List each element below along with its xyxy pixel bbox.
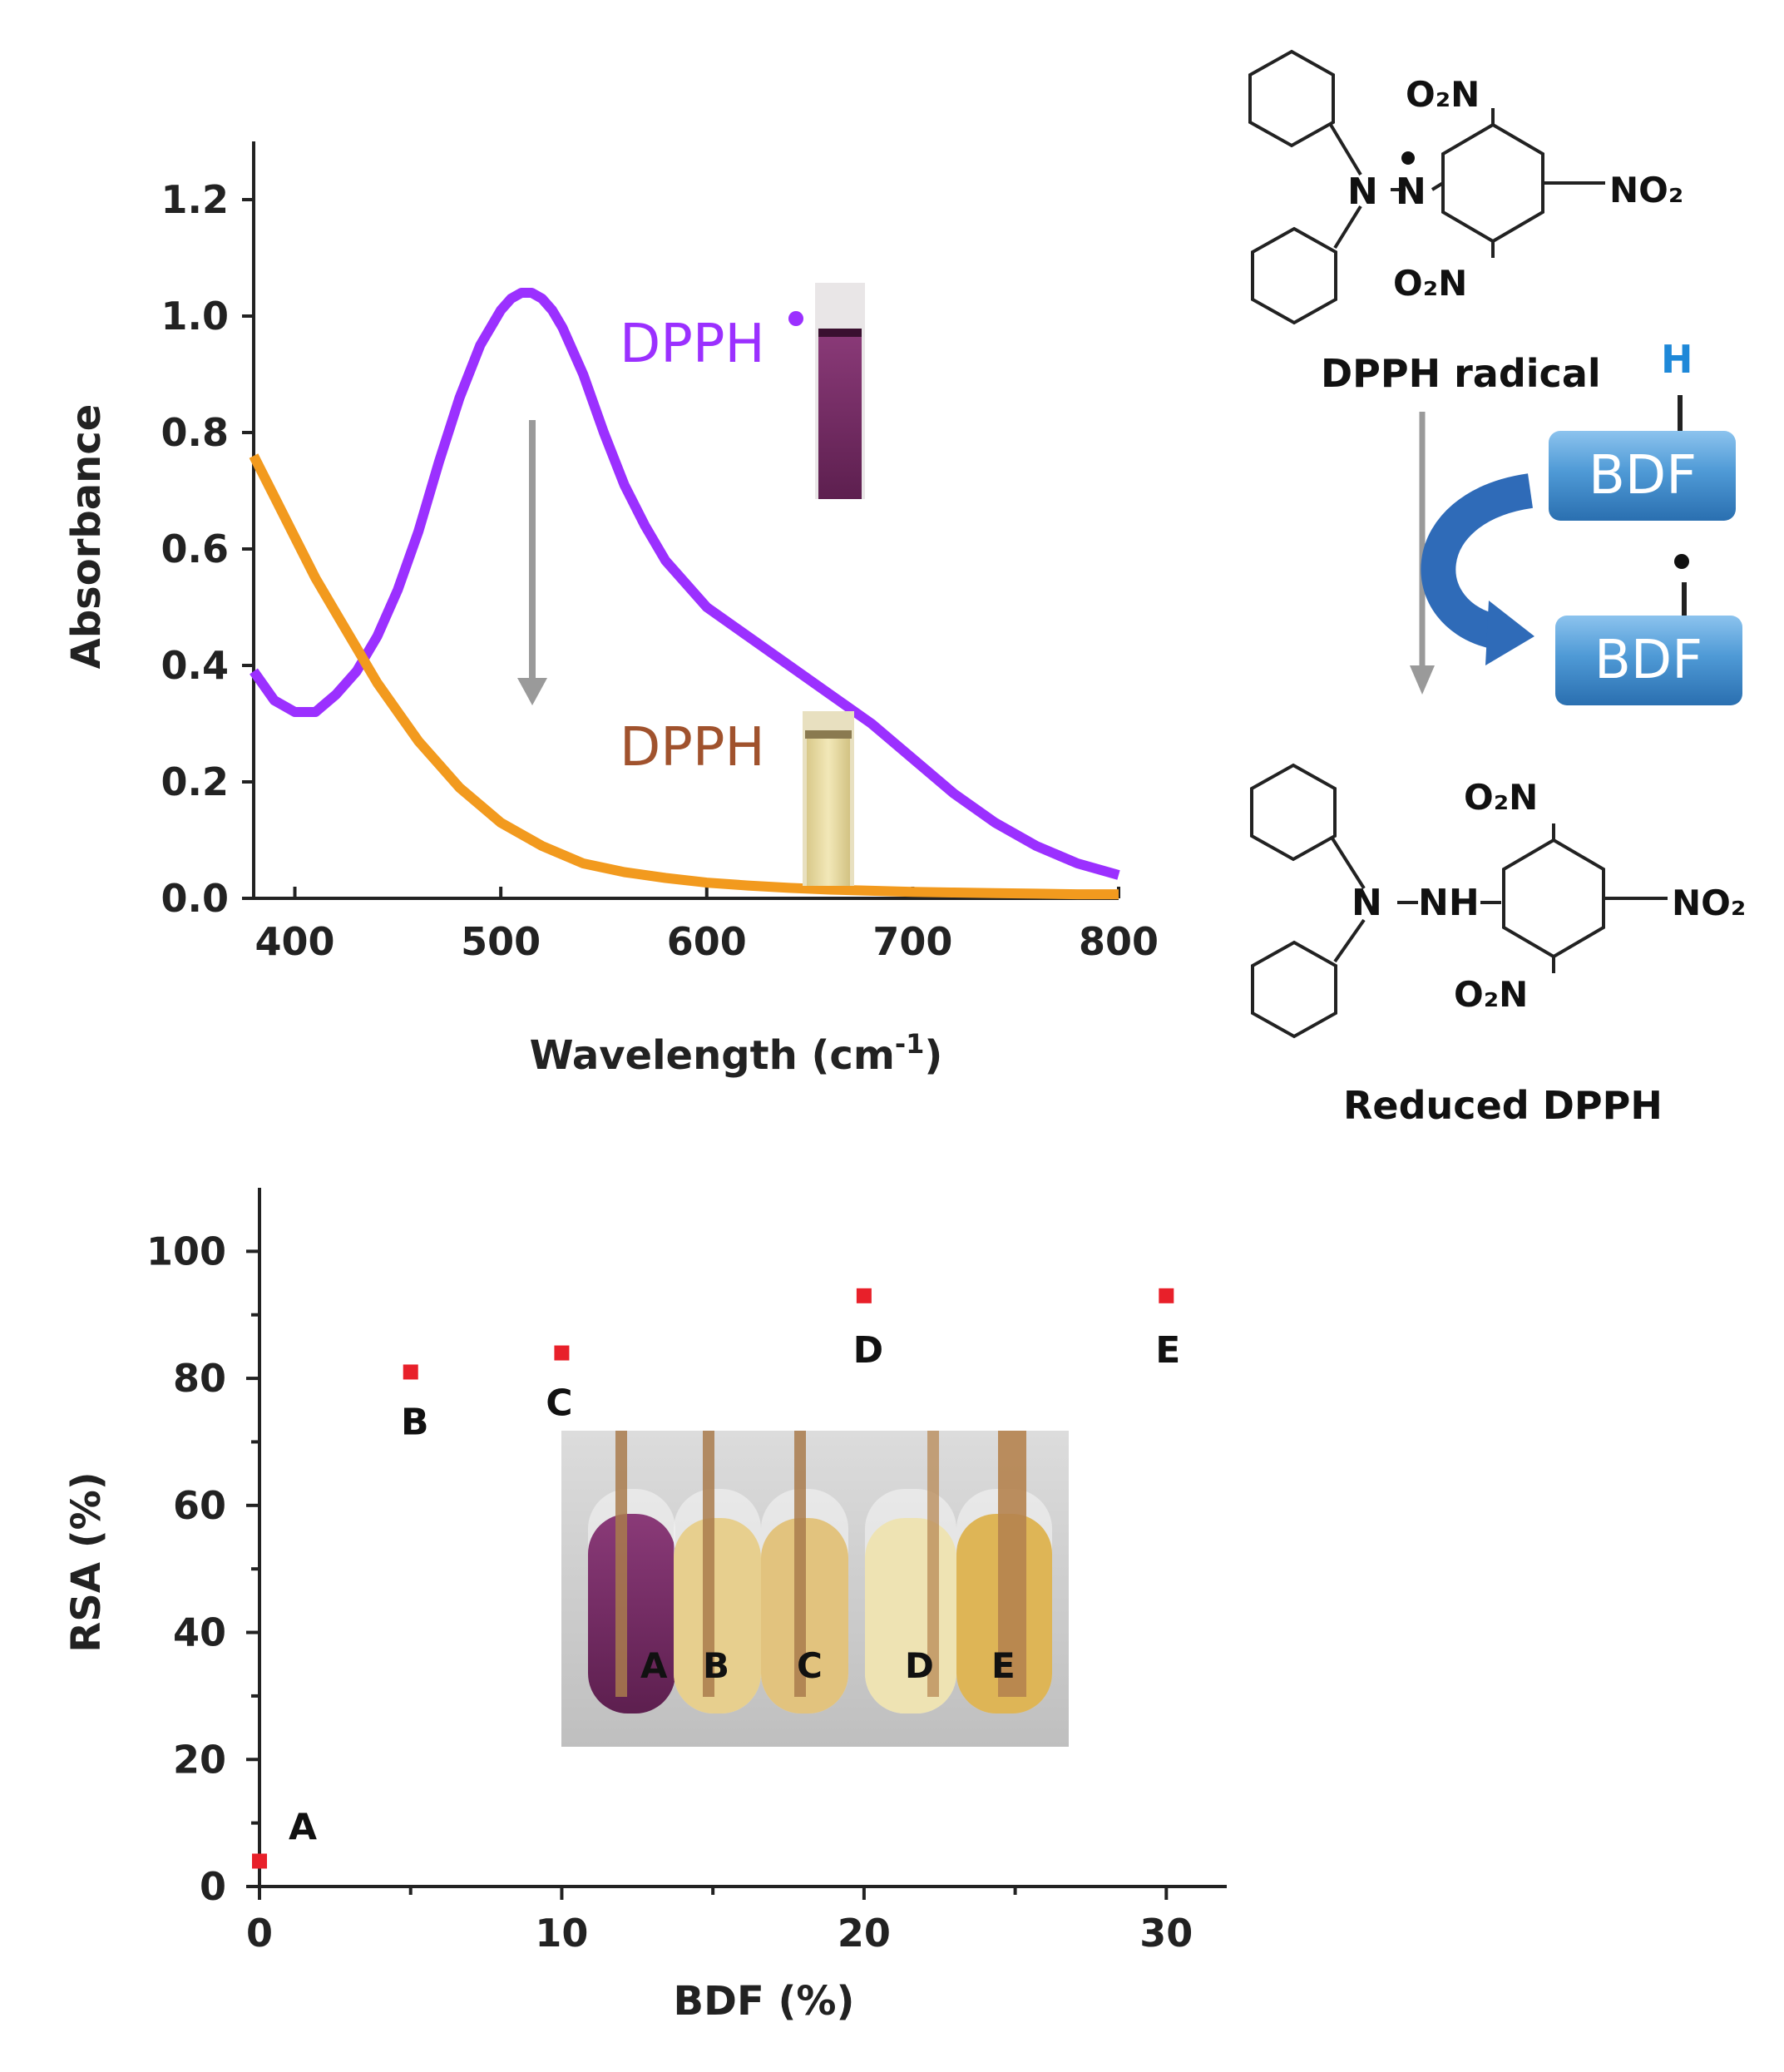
n-radical-label: N	[1396, 171, 1426, 213]
absorbance-y-tick-label: 1.0	[161, 294, 230, 339]
reduced-dpph-label: Reduced DPPH	[1343, 1083, 1663, 1128]
rsa-axes	[258, 1188, 1227, 1888]
purple-vial-photo	[815, 283, 865, 499]
n-radical-dot-icon	[1401, 151, 1415, 165]
absorbance-y-tick-label: 0.0	[161, 876, 230, 921]
absorbance-x-tick-label: 400	[255, 919, 335, 964]
rsa-chart: A B C D E 0 10 20 30 0 20 40 60 80 100 BDF (%) RSA …	[63, 1188, 1227, 2025]
absorbance-ticks: 400 500 600 700 800 0.0 0.2 0.4 0.6 0.8 1.0 1.2 Wave…	[63, 177, 1159, 1079]
tube-label-b: B	[703, 1645, 729, 1686]
rsa-x-tick-label: 10	[535, 1911, 588, 1956]
rsa-point-b	[403, 1364, 418, 1380]
o2n-top-label: O₂N	[1406, 74, 1480, 115]
absorbance-x-tick-label: 500	[461, 919, 541, 964]
absorbance-y-tick-label: 0.8	[161, 410, 230, 455]
h-atom-label: H	[1661, 337, 1693, 382]
absorbance-y-axis-title: Absorbance	[63, 404, 110, 670]
series-line-dpph-radical	[250, 288, 1120, 880]
radical-dot-icon	[788, 311, 803, 326]
tubes-inset-photo: A B C D E	[561, 1431, 1069, 1747]
bdf-radical-label: BDF	[1594, 630, 1702, 691]
rsa-point-label-a: A	[289, 1806, 317, 1848]
absorbance-y-tick-label: 0.6	[161, 527, 230, 571]
tube-label-e: E	[991, 1645, 1016, 1686]
decrease-arrow-head	[517, 678, 547, 705]
rsa-x-tick-label: 20	[838, 1911, 891, 1956]
n-label: N	[1347, 171, 1378, 213]
dpph-radical-label: DPPH radical	[1321, 351, 1601, 396]
absorbance-y-tick-label: 0.2	[161, 759, 230, 804]
series-line-dpph-reduced	[249, 453, 1119, 900]
rsa-y-tick-label: 100	[146, 1229, 226, 1273]
rsa-point-label-c: C	[546, 1382, 572, 1425]
yellow-vial-photo	[803, 711, 854, 886]
o2n-bottom-label: O₂N	[1393, 263, 1467, 304]
rsa-y-tick-label: 60	[173, 1483, 226, 1528]
dpph-radical-structure	[1248, 49, 1605, 325]
rsa-point-c	[554, 1345, 570, 1361]
absorbance-x-tick-label: 600	[667, 919, 747, 964]
no2-reduced-label: NO₂	[1672, 883, 1746, 923]
tube-label-a: A	[640, 1645, 668, 1686]
rsa-x-tick-label: 30	[1139, 1911, 1193, 1956]
absorbance-series	[249, 288, 1120, 900]
rsa-y-tick-label: 20	[173, 1737, 226, 1782]
rsa-x-axis-title: BDF (%)	[674, 1978, 855, 2025]
scheme-text: O₂N N N NO₂ O₂N DPPH radical H BDF BDF O…	[1321, 74, 1746, 1128]
absorbance-chart: 400 500 600 700 800 0.0 0.2 0.4 0.6 0.8 1.0 1.2 Wave…	[63, 141, 1159, 1079]
rsa-x-tick-label: 0	[246, 1911, 273, 1956]
rsa-y-tick-label: 80	[173, 1356, 226, 1401]
rsa-y-axis-title: RSA (%)	[63, 1471, 110, 1652]
bdf-h-box	[1549, 431, 1736, 521]
bdf-radical-box	[1555, 616, 1742, 705]
rsa-point-label-b: B	[401, 1401, 429, 1443]
o2n-reduced-top-label: O₂N	[1464, 777, 1538, 818]
bdf-radical-dot-icon	[1674, 554, 1689, 569]
rsa-ticks: 0 10 20 30 0 20 40 60 80 100 BDF (%) RSA (%)	[63, 1229, 1193, 2025]
rsa-point-label-e: E	[1155, 1329, 1180, 1372]
reaction-scheme	[1248, 49, 1742, 1039]
tube-label-c: C	[797, 1645, 823, 1686]
dpph-reduced-series-label: DPPH	[620, 717, 765, 779]
tube-label-d: D	[905, 1645, 934, 1686]
n-reduced-label: N	[1352, 882, 1382, 924]
nh-label: NH	[1418, 882, 1480, 924]
dpph-radical-series-label: DPPH	[620, 314, 765, 375]
absorbance-x-axis-title: Wavelength (cm-1)	[530, 1028, 943, 1079]
o2n-reduced-bottom-label: O₂N	[1454, 974, 1528, 1015]
rsa-point-e	[1159, 1288, 1174, 1303]
absorbance-x-tick-label: 700	[872, 919, 952, 964]
rsa-point-label-d: D	[853, 1329, 884, 1372]
rsa-y-tick-label: 0	[200, 1864, 226, 1909]
absorbance-y-tick-label: 1.2	[161, 177, 230, 222]
absorbance-y-tick-label: 0.4	[161, 643, 230, 688]
curved-transfer-arrow	[1421, 473, 1534, 650]
rsa-point-a	[252, 1853, 267, 1869]
rsa-y-tick-label: 40	[173, 1610, 226, 1655]
absorbance-axes	[252, 141, 1119, 900]
rsa-point-d	[856, 1288, 872, 1303]
absorbance-x-tick-label: 800	[1079, 919, 1159, 964]
no2-top-label: NO₂	[1609, 170, 1683, 210]
reduced-dpph-structure	[1250, 763, 1668, 1039]
bdf-h-label: BDF	[1589, 445, 1697, 507]
rsa-points: AB CD E	[252, 1288, 1180, 1869]
